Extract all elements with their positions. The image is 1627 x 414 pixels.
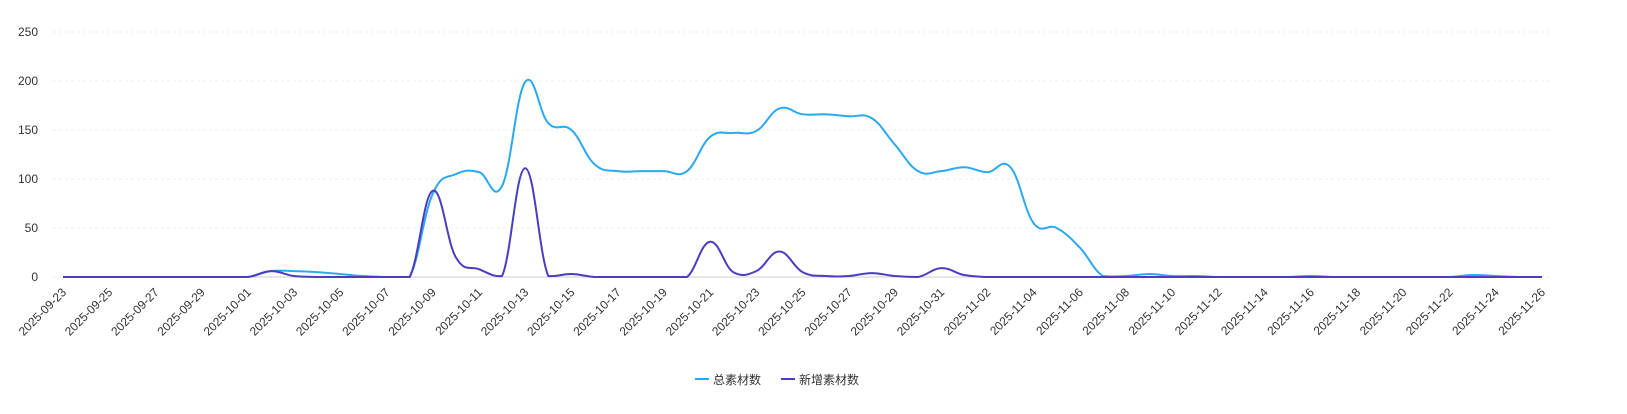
- x-tick-label: 2025-10-11: [432, 285, 485, 338]
- x-tick-label: 2025-10-03: [247, 285, 301, 339]
- x-tick-label: 2025-09-27: [108, 285, 162, 339]
- x-tick-label: 2025-09-23: [16, 285, 70, 339]
- x-tick-label: 2025-10-31: [894, 285, 948, 339]
- x-tick-label: 2025-10-05: [293, 285, 347, 339]
- series-line: [63, 167, 1542, 279]
- x-tick-label: 2025-10-07: [339, 285, 393, 339]
- x-tick-label: 2025-10-25: [755, 285, 809, 339]
- x-tick-label: 2025-11-02: [941, 285, 994, 338]
- x-tick-label: 2025-10-29: [848, 285, 902, 339]
- x-tick-label: 2025-10-27: [802, 285, 856, 339]
- x-tick-label: 2025-10-01: [201, 285, 255, 339]
- x-tick-label: 2025-11-20: [1357, 285, 1410, 338]
- x-tick-label: 2025-11-14: [1218, 285, 1271, 338]
- legend-label: 新增素材数: [799, 372, 859, 387]
- legend-label: 总素材数: [713, 372, 761, 387]
- y-tick-label: 200: [18, 74, 38, 88]
- x-tick-label: 2025-09-25: [62, 285, 116, 339]
- y-tick-label: 150: [18, 123, 38, 137]
- x-tick-label: 2025-11-18: [1311, 285, 1364, 338]
- legend: 总素材数 新增素材数: [695, 372, 859, 387]
- x-tick-label: 2025-09-29: [154, 285, 208, 339]
- x-tick-label: 2025-11-12: [1172, 285, 1225, 338]
- x-tick-label: 2025-11-24: [1449, 285, 1502, 338]
- x-tick-label: 2025-11-04: [987, 285, 1040, 338]
- x-tick-label: 2025-11-08: [1079, 285, 1132, 338]
- x-tick-label: 2025-11-22: [1403, 285, 1456, 338]
- y-tick-label: 250: [18, 25, 38, 39]
- series-line: [63, 78, 1542, 278]
- x-tick-label: 2025-10-21: [663, 285, 717, 339]
- x-tick-label: 2025-10-17: [570, 285, 624, 339]
- x-tick-label: 2025-11-10: [1126, 285, 1179, 338]
- x-tick-label: 2025-10-09: [386, 285, 440, 339]
- x-tick-label: 2025-11-06: [1033, 285, 1086, 338]
- x-tick-label: 2025-11-16: [1264, 285, 1317, 338]
- x-tick-label: 2025-10-23: [709, 285, 763, 339]
- y-tick-label: 100: [18, 172, 38, 186]
- x-tick-label: 2025-10-13: [478, 285, 532, 339]
- x-tick-label: 2025-10-15: [524, 285, 578, 339]
- x-tick-label: 2025-10-19: [617, 285, 671, 339]
- y-tick-label: 0: [31, 270, 38, 284]
- x-tick-label: 2025-11-26: [1495, 285, 1548, 338]
- y-tick-label: 50: [25, 221, 39, 235]
